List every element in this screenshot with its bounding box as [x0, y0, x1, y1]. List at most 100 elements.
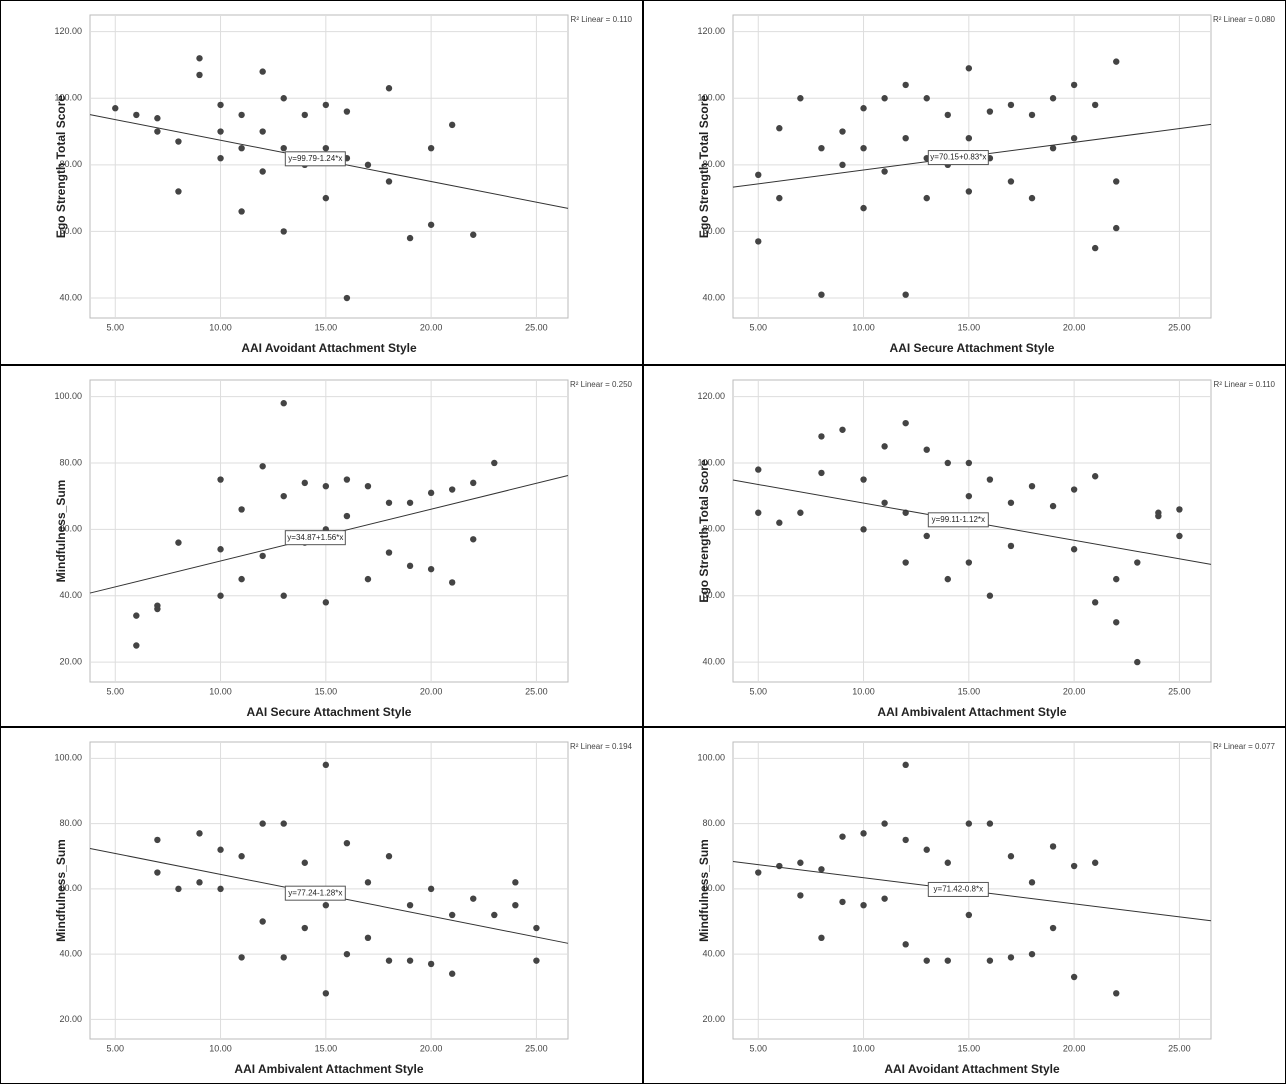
x-tick-label: 20.00: [420, 1043, 443, 1053]
panel: 5.0010.0015.0020.0025.0020.0040.0060.008…: [1, 728, 643, 1084]
point: [344, 295, 350, 301]
y-tick-label: 120.00: [697, 391, 725, 401]
point: [987, 476, 993, 482]
r2-label: R² Linear = 0.077: [1213, 742, 1276, 751]
point: [1029, 483, 1035, 489]
x-tick-label: 10.00: [209, 1043, 232, 1053]
x-tick-label: 25.00: [1168, 322, 1191, 332]
x-tick-label: 10.00: [209, 322, 232, 332]
point: [259, 553, 265, 559]
y-tick-label: 100.00: [54, 753, 82, 763]
panel: 5.0010.0015.0020.0025.0020.0040.0060.008…: [644, 728, 1286, 1084]
y-tick-label: 20.00: [59, 656, 82, 666]
point: [1029, 195, 1035, 201]
point: [281, 593, 287, 599]
point: [1113, 58, 1119, 64]
x-tick-label: 15.00: [315, 686, 338, 696]
y-axis-title: Ego Strength Total Score: [54, 95, 68, 238]
point: [281, 954, 287, 960]
point: [839, 128, 845, 134]
x-tick-label: 15.00: [958, 686, 981, 696]
point: [1071, 486, 1077, 492]
r2-label: R² Linear = 0.080: [1213, 15, 1276, 24]
point: [323, 483, 329, 489]
y-tick-label: 40.00: [702, 292, 725, 302]
point: [259, 820, 265, 826]
point: [470, 895, 476, 901]
point: [945, 576, 951, 582]
point: [238, 954, 244, 960]
point: [1071, 82, 1077, 88]
point: [365, 162, 371, 168]
point: [428, 222, 434, 228]
point: [344, 840, 350, 846]
point: [428, 961, 434, 967]
point: [238, 506, 244, 512]
point: [470, 232, 476, 238]
point: [196, 55, 202, 61]
point: [217, 102, 223, 108]
point: [491, 460, 497, 466]
point: [924, 533, 930, 539]
point: [755, 238, 761, 244]
point: [281, 493, 287, 499]
point: [323, 102, 329, 108]
x-tick-label: 20.00: [420, 322, 443, 332]
point: [902, 420, 908, 426]
point: [533, 957, 539, 963]
point: [154, 128, 160, 134]
plot-area: [733, 380, 1211, 682]
x-tick-label: 15.00: [958, 1043, 981, 1053]
point: [818, 291, 824, 297]
y-tick-label: 40.00: [702, 949, 725, 959]
point: [302, 480, 308, 486]
point: [924, 95, 930, 101]
point: [1113, 576, 1119, 582]
x-tick-label: 10.00: [852, 686, 875, 696]
point: [407, 235, 413, 241]
y-tick-label: 100.00: [697, 753, 725, 763]
point: [1071, 974, 1077, 980]
point: [217, 476, 223, 482]
point: [1113, 178, 1119, 184]
y-axis-title: Mindfulness_Sum: [54, 480, 68, 583]
x-tick-label: 15.00: [315, 1043, 338, 1053]
point: [1050, 145, 1056, 151]
panel: 5.0010.0015.0020.0025.0040.0060.0080.001…: [1, 1, 643, 365]
point: [1092, 599, 1098, 605]
point: [302, 860, 308, 866]
x-tick-label: 20.00: [1063, 322, 1086, 332]
x-tick-label: 15.00: [315, 322, 338, 332]
point: [881, 895, 887, 901]
point: [407, 563, 413, 569]
point: [776, 195, 782, 201]
point: [860, 902, 866, 908]
point: [217, 593, 223, 599]
r2-label: R² Linear = 0.194: [570, 742, 633, 751]
y-axis-title: Ego Strength Total Score: [697, 459, 711, 602]
point: [259, 168, 265, 174]
point: [1050, 925, 1056, 931]
x-axis-title: AAI Avoidant Attachment Style: [884, 1062, 1060, 1076]
point: [776, 520, 782, 526]
point: [449, 486, 455, 492]
point: [755, 510, 761, 516]
point: [154, 837, 160, 843]
point: [755, 172, 761, 178]
point: [323, 762, 329, 768]
point: [281, 145, 287, 151]
point: [386, 178, 392, 184]
x-axis-title: AAI Ambivalent Attachment Style: [877, 705, 1066, 719]
point: [776, 863, 782, 869]
point: [133, 112, 139, 118]
plot-area: [90, 15, 568, 318]
point: [945, 957, 951, 963]
point: [755, 466, 761, 472]
point: [259, 463, 265, 469]
point: [449, 122, 455, 128]
equation: y=99.11-1.12*x: [932, 515, 985, 524]
point: [902, 291, 908, 297]
x-tick-label: 5.00: [107, 322, 125, 332]
point: [281, 228, 287, 234]
point: [860, 526, 866, 532]
